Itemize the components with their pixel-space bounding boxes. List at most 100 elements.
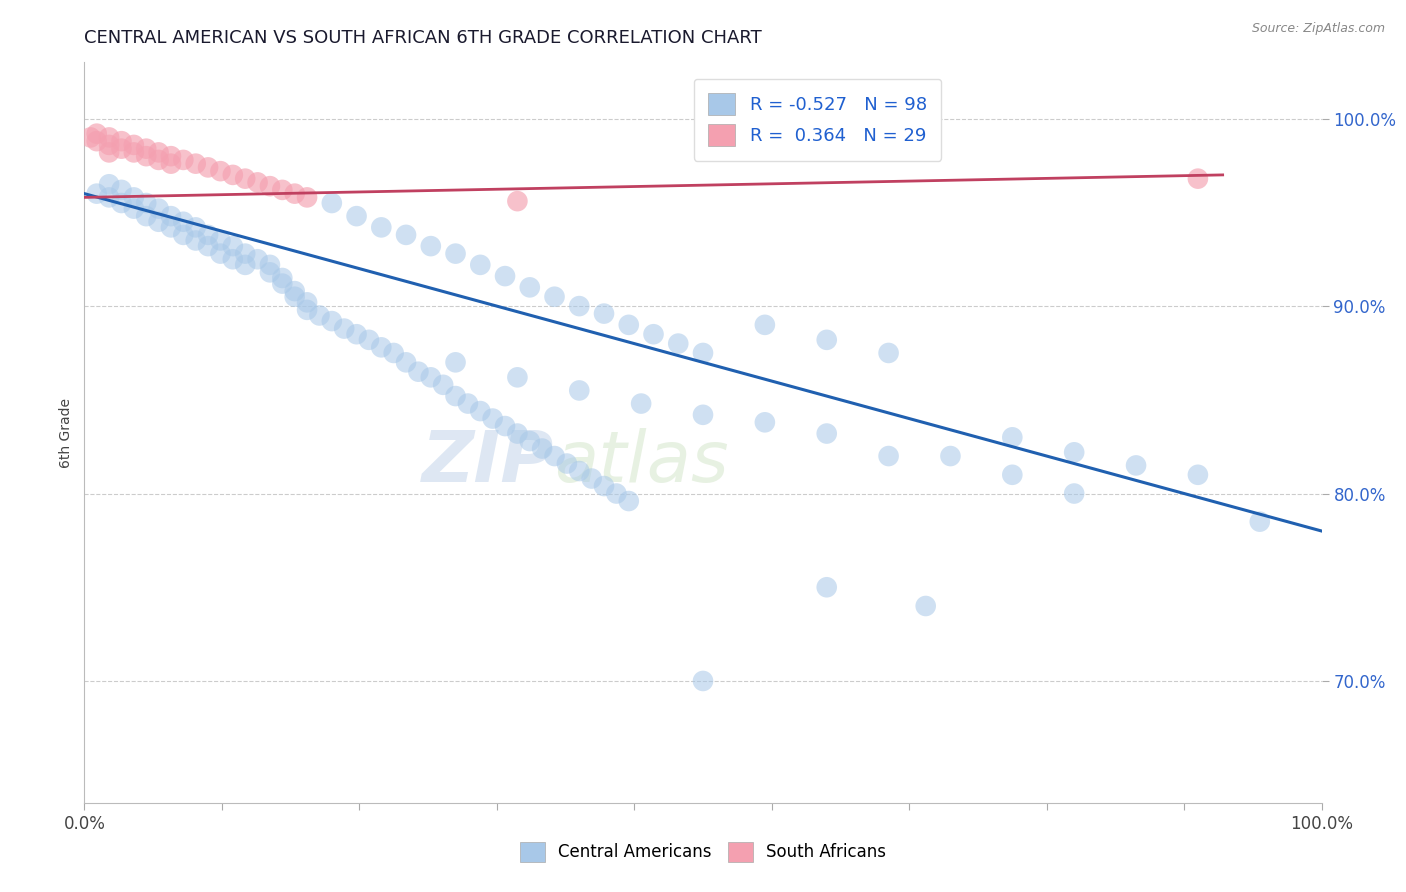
Point [457, 396, 479, 410]
Text: atlas: atlas [554, 428, 730, 497]
Point [135, 196, 157, 211]
Point [754, 415, 776, 429]
Point [1187, 467, 1209, 482]
Point [172, 215, 194, 229]
Point [110, 142, 132, 156]
Point [357, 333, 380, 347]
Point [122, 137, 145, 152]
Point [519, 434, 541, 448]
Point [160, 149, 183, 163]
Text: ZIP: ZIP [422, 428, 554, 497]
Point [470, 404, 492, 418]
Point [321, 196, 343, 211]
Point [692, 346, 714, 360]
Point [86, 127, 108, 141]
Point [271, 183, 294, 197]
Point [148, 145, 170, 160]
Point [86, 134, 108, 148]
Point [395, 355, 418, 369]
Point [98, 190, 121, 204]
Point [184, 220, 207, 235]
Point [555, 457, 578, 471]
Point [135, 142, 157, 156]
Point [259, 265, 281, 279]
Legend: Central Americans, South Africans: Central Americans, South Africans [513, 835, 893, 869]
Point [172, 153, 194, 167]
Point [408, 365, 430, 379]
Point [395, 227, 418, 242]
Point [284, 290, 307, 304]
Point [643, 327, 665, 342]
Point [160, 209, 183, 223]
Point [877, 346, 900, 360]
Point [259, 179, 281, 194]
Point [110, 183, 132, 197]
Point [160, 220, 183, 235]
Point [148, 215, 170, 229]
Point [914, 599, 936, 613]
Point [370, 340, 392, 354]
Point [209, 246, 232, 260]
Point [939, 449, 962, 463]
Point [222, 252, 245, 267]
Point [148, 202, 170, 216]
Y-axis label: 6th Grade: 6th Grade [59, 398, 73, 467]
Point [666, 336, 689, 351]
Point [122, 145, 145, 160]
Point [382, 346, 405, 360]
Point [295, 295, 318, 310]
Point [259, 258, 281, 272]
Point [692, 673, 714, 688]
Point [617, 318, 640, 332]
Point [754, 318, 776, 332]
Point [494, 419, 516, 434]
Point [86, 186, 108, 201]
Point [568, 464, 591, 478]
Point [494, 269, 516, 284]
Point [593, 307, 616, 321]
Point [531, 442, 554, 456]
Point [295, 302, 318, 317]
Point [506, 370, 529, 384]
Point [110, 196, 132, 211]
Point [122, 202, 145, 216]
Point [233, 258, 256, 272]
Point [481, 411, 503, 425]
Point [1187, 171, 1209, 186]
Point [1001, 467, 1024, 482]
Point [444, 246, 467, 260]
Point [110, 134, 132, 148]
Point [1001, 430, 1024, 444]
Point [815, 580, 838, 594]
Point [233, 171, 256, 186]
Point [1063, 486, 1085, 500]
Point [1063, 445, 1085, 459]
Point [246, 252, 269, 267]
Point [135, 209, 157, 223]
Point [605, 486, 627, 500]
Point [209, 234, 232, 248]
Point [184, 234, 207, 248]
Point [568, 384, 591, 398]
Point [160, 156, 183, 170]
Point [98, 137, 121, 152]
Point [346, 209, 368, 223]
Point [135, 149, 157, 163]
Point [308, 309, 330, 323]
Point [122, 190, 145, 204]
Point [506, 426, 529, 441]
Point [1249, 515, 1271, 529]
Point [98, 178, 121, 192]
Point [519, 280, 541, 294]
Point [346, 327, 368, 342]
Point [333, 321, 356, 335]
Point [692, 408, 714, 422]
Point [246, 175, 269, 189]
Point [444, 355, 467, 369]
Point [617, 494, 640, 508]
Point [370, 220, 392, 235]
Point [209, 164, 232, 178]
Point [295, 190, 318, 204]
Point [470, 258, 492, 272]
Point [543, 290, 565, 304]
